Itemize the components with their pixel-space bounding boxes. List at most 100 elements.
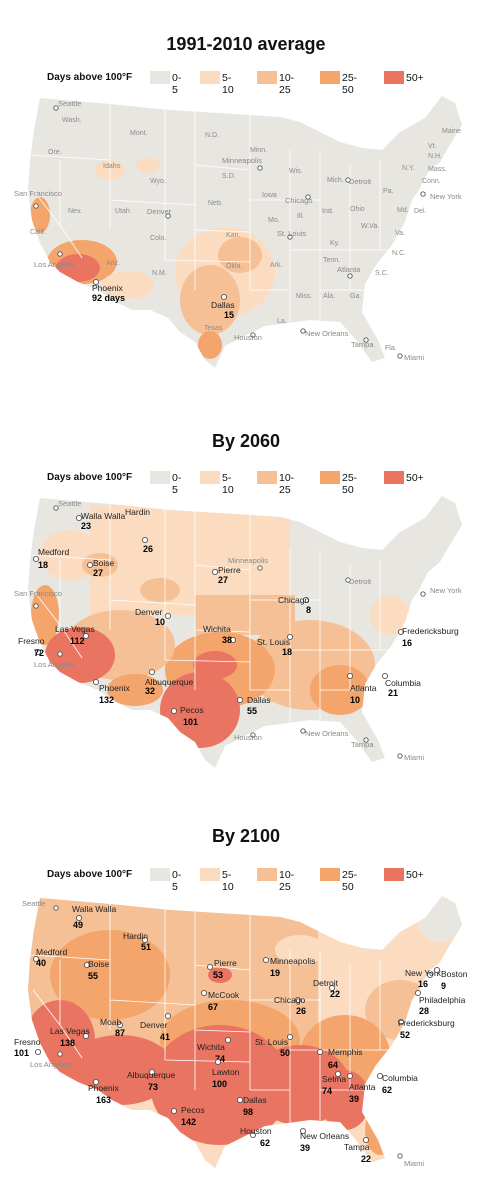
highlighted-cities: Walla Walla 23 Hardin 26 Medford 18 Bois… — [18, 507, 459, 727]
legend-label: Days above 100°F — [47, 869, 133, 880]
legend-text: 50+ — [406, 72, 424, 84]
city-dot — [381, 672, 389, 680]
city-dot — [376, 1072, 384, 1080]
city-value: 101 — [14, 1048, 29, 1058]
city-value: 112 — [70, 636, 85, 646]
city-dot — [57, 251, 63, 257]
city-value: 74 — [322, 1086, 332, 1096]
state-label: Va. — [395, 230, 405, 237]
state-label: Calif. — [30, 229, 46, 236]
city-value: 27 — [218, 575, 228, 585]
city-label: Dallas — [247, 695, 271, 705]
city-dot — [211, 568, 219, 576]
state-label: Conn. — [422, 178, 441, 185]
city-label: Las Vegas — [50, 1026, 90, 1036]
city-dot — [164, 612, 172, 620]
city-label: Las Vegas — [55, 624, 95, 634]
city-value: 28 — [419, 1006, 429, 1016]
state-label: Kan. — [226, 232, 240, 239]
city-label: Memphis — [328, 1047, 362, 1057]
state-label: N.D. — [205, 132, 219, 139]
city-dot — [224, 1036, 232, 1044]
city-value: 142 — [181, 1117, 196, 1127]
legend-swatch — [320, 71, 340, 84]
gray-cities: Seattle San Francisco Los Angeles Denver… — [14, 99, 462, 362]
state-label: Ill. — [297, 213, 304, 220]
city-value: 18 — [282, 647, 292, 657]
city-dot — [33, 203, 39, 209]
city-dot-dallas — [220, 293, 228, 301]
city-dot — [397, 1018, 405, 1026]
state-label: N.H. — [428, 153, 442, 160]
city-value: 22 — [330, 989, 340, 999]
city-value: 23 — [81, 521, 91, 531]
state-label: Pa. — [383, 188, 394, 195]
city-value: 100 — [212, 1079, 227, 1089]
city-value: 55 — [88, 971, 98, 981]
city-label: Albuquerque — [145, 677, 193, 687]
legend-text: 25-50 — [342, 472, 358, 496]
city-label: Fredericksburg — [402, 626, 459, 636]
city-dot — [57, 651, 63, 657]
legend-label: Days above 100°F — [47, 472, 133, 483]
city-value: 67 — [208, 1002, 218, 1012]
legend-swatch — [320, 868, 340, 881]
state-label: Wash. — [62, 117, 82, 124]
legend-text: 0-5 — [172, 72, 182, 96]
city-value: 53 — [213, 970, 223, 980]
city-value: 18 — [38, 560, 48, 570]
legend-text: 5-10 — [222, 869, 234, 893]
legend-text: 10-25 — [279, 869, 295, 893]
city-value: 40 — [36, 958, 46, 968]
city-dot — [53, 505, 59, 511]
panel-title: By 2100 — [211, 826, 281, 846]
city-label: Miami — [404, 1159, 424, 1168]
city-dot — [75, 914, 83, 922]
city-value: 9 — [441, 981, 446, 991]
city-dot — [397, 628, 405, 636]
city-value: 87 — [115, 1028, 125, 1038]
heat-regions — [30, 157, 275, 359]
city-label: Tampa — [351, 740, 374, 749]
panel-title: 1991-2010 average — [166, 34, 326, 54]
city-label: Los Angeles — [30, 1060, 71, 1069]
legend-swatch — [384, 71, 404, 84]
legend-swatch — [200, 471, 220, 484]
legend-text: 25-50 — [342, 72, 358, 96]
city-dot — [286, 1033, 294, 1041]
legend-swatch — [257, 868, 277, 881]
state-label: Wyo. — [150, 178, 166, 185]
city-dot — [75, 514, 83, 522]
state-label: Mont. — [130, 130, 148, 137]
highlighted-cities: Walla Walla 49 Hardin 51 Medford 40 Bois… — [14, 904, 468, 1164]
panel-title: By 2060 — [211, 431, 281, 451]
us-heat-map-2060: Seattle San Francisco Los Angeles Minnea… — [14, 496, 462, 768]
city-label: Fresno — [14, 1037, 41, 1047]
state-label: Del. — [414, 208, 427, 215]
legend-label: Days above 100°F — [47, 72, 133, 83]
city-dot — [363, 737, 369, 743]
city-label: Medford — [38, 547, 69, 557]
legend-swatch — [200, 868, 220, 881]
city-label: Philadelphia — [419, 995, 466, 1005]
state-label: Ariz. — [106, 260, 120, 267]
city-label: Pierre — [214, 958, 237, 968]
city-dot — [420, 191, 426, 197]
city-dot — [148, 668, 156, 676]
city-dot — [170, 707, 178, 715]
city-dot — [299, 1127, 307, 1135]
city-dot — [206, 963, 214, 971]
legend: Days above 100°F 0-5 5-10 10-25 25-50 50… — [0, 71, 492, 96]
legend-swatch — [150, 471, 170, 484]
highlighted-cities: Phoenix 92 days Dallas 15 — [92, 278, 235, 320]
city-value: 73 — [148, 1082, 158, 1092]
city-dot — [33, 603, 39, 609]
city-dot — [236, 1096, 244, 1104]
state-label: Texas — [204, 325, 223, 332]
city-label: Chicago — [278, 595, 309, 605]
city-label: Minneapolis — [222, 156, 262, 165]
city-value: 39 — [300, 1143, 310, 1153]
city-label: Hardin — [123, 931, 148, 941]
city-dot — [249, 1131, 257, 1139]
city-dot — [170, 1107, 178, 1115]
